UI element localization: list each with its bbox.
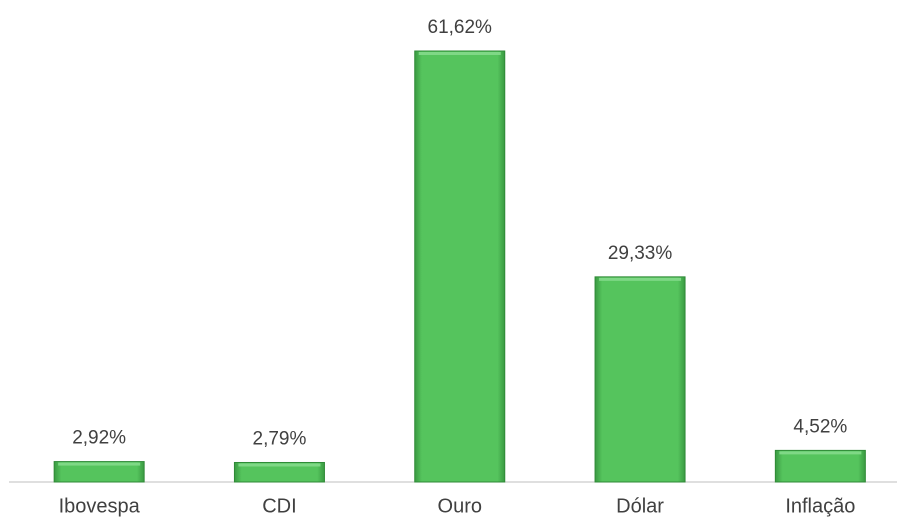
x-tick-label: Ouro bbox=[438, 495, 482, 517]
bar bbox=[53, 461, 145, 483]
value-label: 29,33% bbox=[608, 243, 673, 264]
value-label: 2,79% bbox=[253, 429, 307, 450]
bar bbox=[774, 449, 866, 483]
x-tick-label: CDI bbox=[262, 495, 296, 517]
bar bbox=[414, 50, 506, 483]
bar bbox=[233, 461, 325, 483]
x-tick-label: Dólar bbox=[616, 495, 664, 517]
x-tick-label: Inflação bbox=[785, 495, 855, 517]
bar bbox=[594, 276, 686, 483]
value-label: 61,62% bbox=[428, 17, 493, 38]
value-label: 2,92% bbox=[72, 428, 126, 449]
value-label: 4,52% bbox=[793, 416, 847, 437]
x-tick-label: Ibovespa bbox=[59, 495, 141, 517]
